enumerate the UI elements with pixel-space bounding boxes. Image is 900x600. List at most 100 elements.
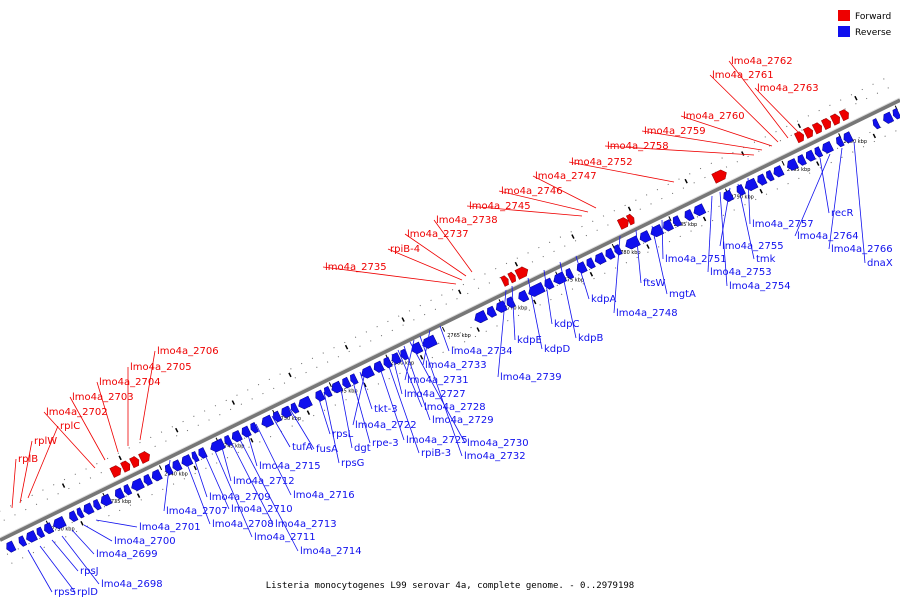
reverse-gene[interactable]	[772, 165, 785, 178]
forward-gene[interactable]	[514, 265, 530, 280]
reverse-gene-label[interactable]: lmo4a_2716	[293, 490, 355, 501]
reverse-gene[interactable]	[494, 300, 508, 314]
forward-gene[interactable]	[838, 108, 851, 122]
forward-gene-label[interactable]: lmo4a_2705	[130, 362, 192, 373]
forward-gene-label[interactable]: lmo4a_2746	[501, 186, 563, 197]
reverse-gene[interactable]	[756, 173, 768, 186]
reverse-gene-label[interactable]: lmo4a_2755	[722, 241, 784, 252]
forward-gene[interactable]	[829, 113, 842, 126]
reverse-gene[interactable]	[891, 108, 900, 120]
reverse-gene-label[interactable]: rpsL	[332, 429, 354, 440]
reverse-gene[interactable]	[420, 334, 438, 350]
reverse-gene-label[interactable]: rpsS	[54, 587, 76, 598]
reverse-gene-label[interactable]: lmo4a_2698	[101, 579, 163, 590]
forward-gene-label[interactable]: lmo4a_2759	[644, 126, 706, 137]
reverse-gene[interactable]	[349, 373, 359, 386]
forward-gene-label[interactable]: rplW	[34, 436, 57, 447]
reverse-gene-label[interactable]: lmo4a_2732	[464, 451, 526, 462]
reverse-gene-label[interactable]: dnaX	[867, 258, 893, 269]
reverse-gene[interactable]	[289, 402, 300, 415]
reverse-gene-label[interactable]: rplD	[77, 587, 98, 598]
reverse-gene[interactable]	[296, 395, 313, 411]
forward-gene-label[interactable]: lmo4a_2738	[436, 215, 498, 226]
reverse-gene-label[interactable]: lmo4a_2713	[275, 519, 337, 530]
reverse-gene[interactable]	[260, 414, 275, 429]
reverse-gene-label[interactable]: lmo4a_2729	[432, 415, 494, 426]
reverse-gene-label[interactable]: ftsW	[643, 278, 665, 289]
reverse-gene[interactable]	[638, 230, 652, 244]
reverse-gene[interactable]	[671, 215, 683, 228]
reverse-gene-label[interactable]: lmo4a_2699	[96, 549, 158, 560]
reverse-gene[interactable]	[649, 224, 665, 238]
reverse-gene-label[interactable]: recR	[831, 208, 854, 219]
reverse-gene[interactable]	[661, 219, 674, 233]
reverse-gene-label[interactable]: lmo4a_2733	[425, 360, 487, 371]
forward-gene-label[interactable]: lmo4a_2760	[683, 111, 745, 122]
reverse-gene-label[interactable]: lmo4a_2728	[424, 402, 486, 413]
forward-gene-label[interactable]: rplC	[60, 421, 80, 432]
reverse-gene[interactable]	[314, 389, 326, 402]
reverse-gene-label[interactable]: kdpC	[554, 319, 579, 330]
reverse-gene-label[interactable]: lmo4a_2700	[114, 536, 176, 547]
forward-gene[interactable]	[507, 271, 518, 284]
reverse-gene-label[interactable]: rpsG	[341, 458, 364, 469]
reverse-gene[interactable]	[765, 169, 775, 182]
reverse-gene-label[interactable]: lmo4a_2757	[752, 219, 814, 230]
reverse-gene-label[interactable]: kdpE	[517, 335, 542, 346]
reverse-gene-label[interactable]: lmo4a_2739	[500, 372, 562, 383]
forward-gene-label[interactable]: lmo4a_2758	[607, 141, 669, 152]
forward-gene[interactable]	[109, 464, 123, 478]
forward-gene-label[interactable]: lmo4a_2706	[157, 346, 219, 357]
reverse-gene-label[interactable]: lmo4a_2708	[212, 519, 274, 530]
reverse-gene-label[interactable]: mgtA	[669, 289, 696, 300]
forward-gene-label[interactable]: lmo4a_2735	[325, 262, 387, 273]
forward-gene[interactable]	[802, 126, 815, 139]
reverse-gene-label[interactable]: lmo4a_2751	[665, 254, 727, 265]
reverse-gene-label[interactable]: lmo4a_2727	[404, 389, 466, 400]
reverse-gene[interactable]	[604, 247, 616, 260]
reverse-gene-label[interactable]: kdpD	[544, 344, 570, 355]
reverse-gene-label[interactable]: kdpB	[578, 333, 603, 344]
forward-gene-label[interactable]: lmo4a_2702	[46, 407, 108, 418]
reverse-gene-label[interactable]: tufA	[292, 442, 313, 453]
reverse-gene-label[interactable]: lmo4a_2714	[300, 546, 362, 557]
reverse-gene[interactable]	[171, 459, 183, 472]
reverse-gene[interactable]	[4, 540, 17, 553]
forward-gene-label[interactable]: lmo4a_2745	[469, 201, 531, 212]
forward-gene-label[interactable]: lmo4a_2752	[571, 157, 633, 168]
reverse-gene-label[interactable]: lmo4a_2734	[451, 346, 513, 357]
reverse-gene[interactable]	[735, 184, 746, 196]
forward-gene-label[interactable]: lmo4a_2704	[99, 377, 161, 388]
reverse-gene-label[interactable]: dgt	[354, 443, 371, 454]
reverse-gene[interactable]	[122, 483, 133, 496]
reverse-gene-label[interactable]: lmo4a_2731	[407, 375, 469, 386]
reverse-gene[interactable]	[743, 177, 759, 192]
reverse-gene[interactable]	[279, 405, 293, 419]
reverse-gene[interactable]	[75, 507, 85, 519]
reverse-gene[interactable]	[593, 252, 607, 265]
reverse-gene[interactable]	[813, 146, 824, 159]
reverse-gene[interactable]	[340, 376, 352, 389]
reverse-gene-label[interactable]: lmo4a_2709	[209, 492, 271, 503]
reverse-gene-label[interactable]: lmo4a_2722	[355, 420, 417, 431]
reverse-gene-label[interactable]: rpe-3	[372, 438, 399, 449]
reverse-gene[interactable]	[820, 140, 834, 154]
reverse-gene-label[interactable]: lmo4a_2711	[254, 532, 316, 543]
reverse-gene[interactable]	[881, 111, 895, 125]
reverse-gene[interactable]	[683, 209, 695, 221]
reverse-gene-label[interactable]: fusA	[316, 444, 338, 455]
reverse-gene[interactable]	[692, 203, 707, 218]
reverse-gene[interactable]	[842, 131, 854, 144]
reverse-gene[interactable]	[485, 305, 498, 318]
reverse-gene[interactable]	[585, 257, 596, 270]
forward-gene-label[interactable]: lmo4a_2747	[535, 171, 597, 182]
reverse-gene-label[interactable]: kdpA	[591, 294, 616, 305]
reverse-gene[interactable]	[92, 498, 102, 511]
forward-gene-label[interactable]: lmo4a_2763	[757, 83, 819, 94]
reverse-gene[interactable]	[323, 386, 333, 398]
forward-gene-label[interactable]: lmo4a_2762	[731, 56, 793, 67]
reverse-gene[interactable]	[35, 526, 46, 539]
forward-gene[interactable]	[120, 460, 133, 473]
reverse-gene[interactable]	[785, 158, 799, 171]
forward-gene[interactable]	[616, 216, 630, 230]
